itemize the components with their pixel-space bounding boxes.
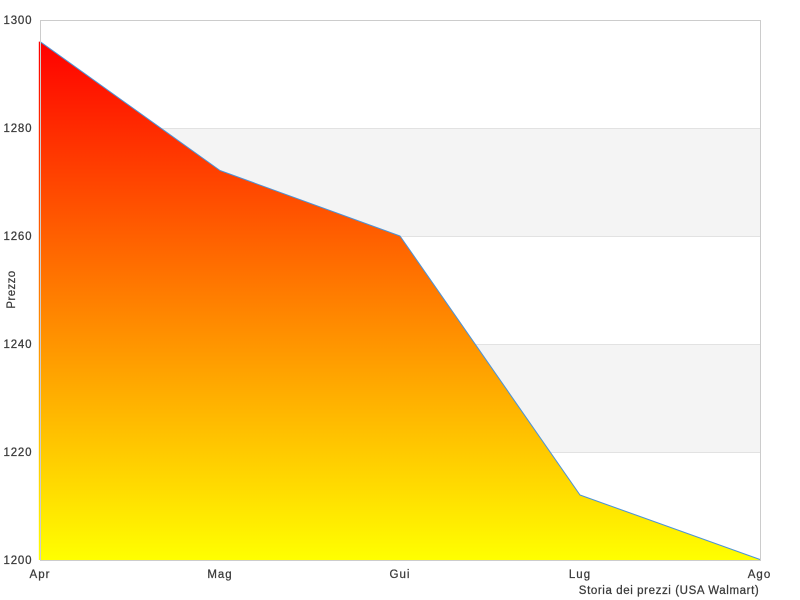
svg-text:Lug: Lug (569, 569, 591, 581)
svg-text:Storia dei prezzi (USA Walmart: Storia dei prezzi (USA Walmart) (579, 585, 760, 597)
svg-text:1240: 1240 (4, 339, 33, 351)
svg-text:1220: 1220 (4, 447, 33, 459)
svg-text:1260: 1260 (4, 231, 33, 243)
svg-text:1280: 1280 (4, 123, 33, 135)
svg-text:Apr: Apr (30, 569, 51, 581)
svg-text:Gui: Gui (390, 569, 411, 581)
svg-text:Mag: Mag (207, 569, 232, 581)
svg-text:1300: 1300 (4, 15, 33, 27)
svg-text:Prezzo: Prezzo (6, 270, 18, 308)
svg-text:1200: 1200 (4, 555, 33, 567)
svg-text:Ago: Ago (748, 569, 771, 581)
